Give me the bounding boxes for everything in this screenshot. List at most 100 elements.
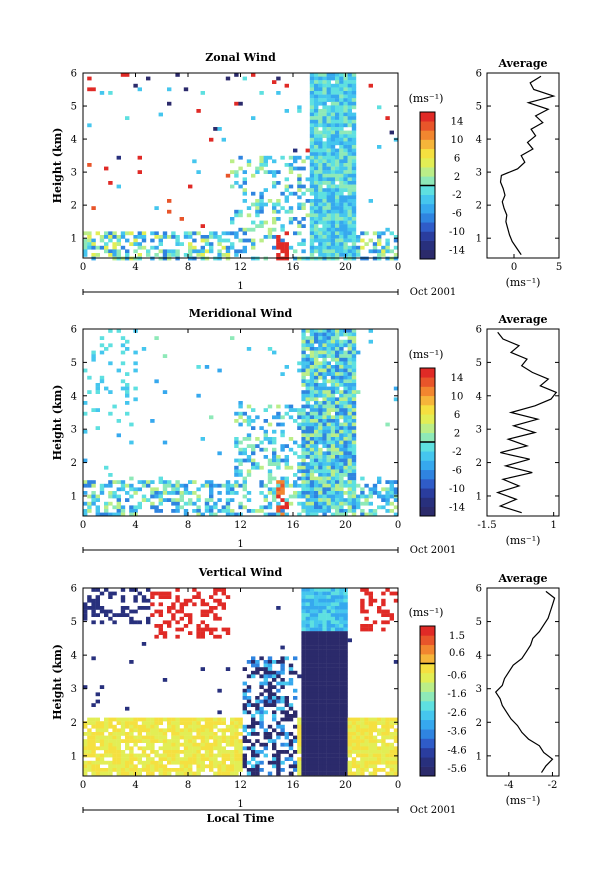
average-title: Average	[497, 313, 547, 326]
colorbar-segment	[420, 213, 435, 223]
avg-y-tick-label: 4	[476, 651, 482, 662]
colorbar-tick-label: 2	[454, 428, 460, 439]
x-tick-label: 12	[234, 262, 247, 273]
x-tick-label: 20	[339, 780, 352, 791]
y-tick-label: 3	[71, 684, 77, 695]
y-tick-label: 1	[71, 751, 77, 762]
avg-y-tick-label: 3	[476, 684, 482, 695]
y-tick-label: 2	[71, 458, 77, 469]
chart-title: Zonal Wind	[205, 51, 276, 64]
colorbar-tick-label: 10	[451, 391, 464, 402]
colorbar-segment	[420, 442, 435, 452]
colorbar-segment	[420, 738, 435, 749]
colorbar-segment	[420, 176, 435, 186]
average-title: Average	[497, 57, 547, 70]
avg-x-tick-label: -4	[504, 780, 514, 791]
colorbar-tick-label: 2	[454, 172, 460, 183]
colorbar-tick-label: -0.6	[447, 670, 466, 681]
colorbar-segment	[420, 729, 435, 739]
colorbar-unit: (ms⁻¹)	[409, 606, 444, 619]
y-tick-label: 6	[71, 584, 77, 595]
colorbar-segment	[420, 194, 435, 205]
day-label: 1	[237, 281, 243, 292]
avg-y-tick-label: 1	[476, 751, 482, 762]
x-tick-label: 4	[132, 262, 138, 273]
colorbar-segment	[420, 719, 435, 730]
avg-y-tick-label: 2	[476, 458, 482, 469]
date-label: Oct 2001	[410, 805, 456, 816]
date-label: Oct 2001	[410, 287, 456, 298]
avg-x-tick-label: 0	[511, 262, 517, 273]
colorbar-segment	[420, 222, 435, 232]
colorbar-tick-label: -14	[449, 245, 465, 256]
avg-y-tick-label: 3	[476, 168, 482, 179]
colorbar-tick-label: -6	[452, 465, 462, 476]
avg-x-tick-label: 1	[550, 520, 556, 531]
colorbar-segment	[420, 423, 435, 434]
date-label: Oct 2001	[410, 545, 456, 556]
y-tick-label: 4	[71, 135, 77, 146]
colorbar-segment	[420, 710, 435, 721]
average-profile-line	[495, 331, 558, 514]
colorbar-segment	[420, 663, 435, 674]
avg-x-tick-label: -1.5	[477, 520, 496, 531]
colorbar-segment	[420, 451, 435, 461]
colorbar-tick-label: -10	[449, 227, 465, 238]
colorbar-tick-label: -6	[452, 209, 462, 220]
colorbar-segment	[420, 368, 435, 378]
x-tick-label: 12	[234, 780, 247, 791]
colorbar-segment	[420, 405, 435, 415]
colorbar-segment	[420, 635, 435, 646]
colorbar-tick-label: 1.5	[449, 631, 465, 642]
colorbar-segment	[420, 691, 435, 702]
avg-y-tick-label: 5	[476, 358, 482, 369]
colorbar-segment	[420, 460, 435, 471]
avg-x-tick-label: -2	[548, 780, 558, 791]
colorbar-segment	[420, 121, 435, 131]
x-tick-label: 12	[234, 520, 247, 531]
x-tick-label: 8	[185, 520, 191, 531]
average-frame	[486, 72, 560, 259]
average-frame	[486, 328, 560, 517]
colorbar-tick-label: -2.6	[447, 708, 466, 719]
heatmap-cells	[83, 73, 399, 261]
colorbar-tick-label: -10	[449, 484, 465, 495]
avg-y-tick-label: 6	[476, 325, 482, 336]
colorbar-segment	[420, 130, 435, 140]
x-tick-label: 8	[185, 262, 191, 273]
x-tick-label: 0	[395, 780, 401, 791]
colorbar-segment	[420, 626, 435, 636]
colorbar-tick-label: -1.6	[447, 689, 466, 700]
colorbar-segment	[420, 249, 435, 260]
day-label: 1	[237, 799, 243, 810]
y-tick-label: 4	[71, 391, 77, 402]
colorbar-tick-label: 10	[451, 135, 464, 146]
y-tick-label: 2	[71, 718, 77, 729]
average-profile-line	[494, 590, 556, 773]
avg-y-tick-label: 5	[476, 617, 482, 628]
y-tick-label: 4	[71, 651, 77, 662]
x-tick-label: 0	[80, 262, 86, 273]
avg-y-tick-label: 4	[476, 135, 482, 146]
colorbar-segment	[420, 377, 435, 387]
y-tick-label: 3	[71, 168, 77, 179]
avg-y-tick-label: 5	[476, 102, 482, 113]
y-axis-label: Height (km)	[51, 385, 64, 461]
colorbar-segment	[420, 682, 435, 692]
colorbar-segment	[420, 479, 435, 489]
colorbar-segment	[420, 231, 435, 241]
x-tick-label: 20	[339, 262, 352, 273]
avg-y-tick-label: 1	[476, 234, 482, 245]
colorbar-segment	[420, 644, 435, 655]
y-tick-label: 2	[71, 201, 77, 212]
colorbar-tick-label: -4.6	[447, 745, 466, 756]
colorbar-segment	[420, 757, 435, 767]
avg-y-tick-label: 6	[476, 69, 482, 80]
x-tick-label: 4	[132, 780, 138, 791]
y-tick-label: 1	[71, 234, 77, 245]
x-tick-label: 0	[395, 262, 401, 273]
average-title: Average	[497, 572, 547, 585]
colorbar-segment	[420, 506, 435, 517]
x-axis-label: Local Time	[207, 812, 275, 825]
